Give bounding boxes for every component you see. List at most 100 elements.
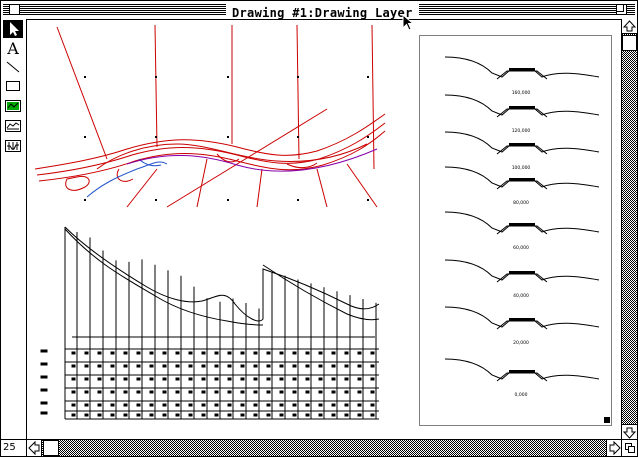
table-cell-value: [357, 390, 362, 394]
table-cell-value: [344, 364, 349, 368]
table-cell-value: [344, 403, 349, 407]
station-label: 160,000: [512, 90, 531, 96]
horizontal-scroll-thumb[interactable]: [43, 440, 59, 456]
row-label-mark: [40, 411, 48, 415]
pavement-block: [509, 106, 535, 109]
table-cell-value: [344, 413, 349, 417]
plan-red-lines: [34, 24, 386, 208]
vertical-scrollbar[interactable]: [621, 19, 637, 439]
row-label-mark: [40, 388, 48, 392]
table-cell-value: [279, 364, 284, 368]
cross-section-5[interactable]: 40,000: [444, 259, 600, 299]
table-cell-value: [214, 413, 219, 417]
resize-icon: [625, 443, 635, 453]
cross-sections-sheet[interactable]: 160,000 120,000 100,000 80,000 60,000 40,000 2…: [419, 35, 612, 426]
title-wrap: Drawing #1:Drawing Layer: [226, 2, 419, 20]
pavement-block: [509, 223, 535, 226]
station-label: 80,000: [513, 200, 529, 206]
profile-view[interactable]: [40, 226, 380, 420]
down-arrow-icon: [622, 427, 637, 439]
cross-section-1[interactable]: 120,000: [444, 94, 600, 134]
table-cell-value: [149, 413, 154, 417]
up-arrow-icon: [622, 20, 637, 32]
table-cell-value: [266, 403, 271, 407]
table-cell-value: [201, 377, 206, 381]
section-tool[interactable]: [3, 137, 23, 155]
table-cell-value: [110, 364, 115, 368]
table-cell-value: [136, 377, 141, 381]
table-cell-value: [266, 390, 271, 394]
table-cell-value: [214, 390, 219, 394]
scroll-left-arrow[interactable]: [27, 440, 42, 456]
pavement-block: [509, 143, 535, 146]
table-cell-value: [84, 351, 89, 355]
cross-section-3[interactable]: 80,000: [444, 166, 600, 206]
size-box[interactable]: [621, 439, 637, 456]
table-cell-value: [292, 364, 297, 368]
table-cell-value: [227, 403, 232, 407]
zoom-percent-field[interactable]: 25: [1, 439, 27, 456]
line-tool[interactable]: [3, 58, 23, 76]
table-cell-value: [227, 413, 232, 417]
table-cell-value: [175, 390, 180, 394]
plan-view[interactable]: [34, 24, 386, 208]
table-cell-value: [266, 351, 271, 355]
table-cell-value: [97, 413, 102, 417]
table-cell-value: [162, 413, 167, 417]
table-cell-value: [97, 390, 102, 394]
profile-tool[interactable]: [3, 117, 23, 135]
table-cell-value: [188, 403, 193, 407]
row-label-mark: [40, 375, 48, 379]
grade-line-2: [262, 264, 380, 321]
scroll-down-arrow[interactable]: [622, 424, 637, 439]
cross-section-4[interactable]: 60,000: [444, 211, 600, 251]
table-cell-value: [188, 390, 193, 394]
title-bar[interactable]: Drawing #1:Drawing Layer: [1, 1, 637, 20]
plan-tool[interactable]: [3, 97, 23, 115]
sheet-handle[interactable]: [604, 417, 610, 423]
table-cell-value: [370, 403, 375, 407]
close-box[interactable]: [9, 4, 20, 15]
cross-section-0[interactable]: 160,000: [444, 56, 600, 96]
scroll-right-arrow[interactable]: [606, 440, 621, 456]
sheet-border: [419, 35, 612, 426]
scroll-up-arrow[interactable]: [622, 19, 637, 34]
table-cell-value: [175, 403, 180, 407]
table-cell-value: [84, 364, 89, 368]
station-label: 20,000: [513, 340, 529, 346]
table-cell-value: [240, 413, 245, 417]
cross-section-2[interactable]: 100,000: [444, 131, 600, 171]
table-cell-value: [292, 390, 297, 394]
pointer-tool[interactable]: [3, 20, 23, 38]
table-cell-value: [149, 403, 154, 407]
table-cell-value: [357, 377, 362, 381]
horizontal-scrollbar[interactable]: [27, 439, 621, 456]
row-label-mark: [40, 349, 48, 353]
table-cell-value: [292, 351, 297, 355]
table-cell-value: [279, 403, 284, 407]
drawing-svg[interactable]: 160,000 120,000 100,000 80,000 60,000 40,000 2…: [27, 19, 621, 439]
cross-section-7[interactable]: 0,000: [444, 358, 600, 398]
section-rows: 160,000 120,000 100,000 80,000 60,000 40,000 2…: [444, 56, 600, 398]
cross-section-6[interactable]: 20,000: [444, 306, 600, 346]
vertical-scroll-thumb[interactable]: [622, 35, 637, 51]
rectangle-tool[interactable]: [3, 77, 23, 95]
table-cell-value: [71, 413, 76, 417]
table-cell-value: [318, 390, 323, 394]
table-cell-value: [201, 413, 206, 417]
table-cell-value: [201, 364, 206, 368]
plan-grid-ticks: [84, 76, 369, 201]
table-cell-value: [292, 403, 297, 407]
table-cell-value: [240, 351, 245, 355]
table-cell-value: [266, 413, 271, 417]
zoom-box[interactable]: [616, 4, 627, 15]
text-tool[interactable]: A: [3, 39, 23, 58]
plan-purple-lines: [126, 148, 378, 172]
table-cell-value: [136, 390, 141, 394]
table-cell-value: [149, 377, 154, 381]
table-cell-value: [162, 390, 167, 394]
table-cell-value: [305, 377, 310, 381]
table-cell-value: [201, 390, 206, 394]
table-cell-value: [227, 377, 232, 381]
drawing-canvas[interactable]: 160,000 120,000 100,000 80,000 60,000 40,000 2…: [27, 19, 621, 439]
